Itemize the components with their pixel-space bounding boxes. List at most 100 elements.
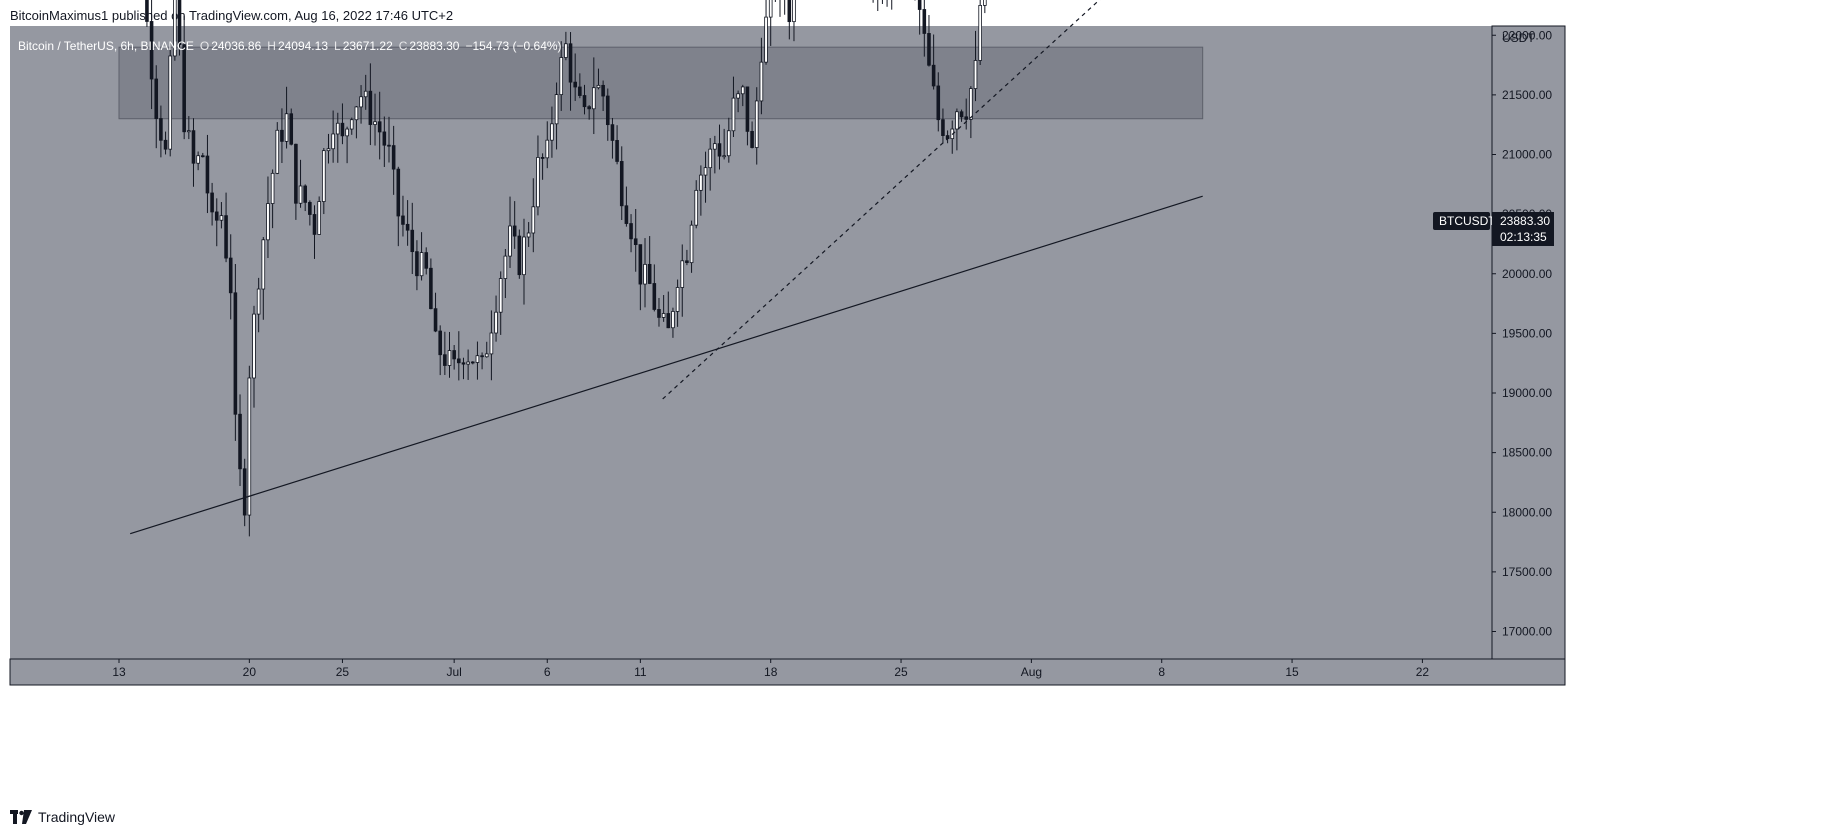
last-price-badge: [1492, 212, 1554, 246]
candle: [312, 205, 317, 259]
candle: [931, 34, 936, 90]
close-label: C: [398, 39, 408, 53]
candle: [298, 159, 303, 208]
y-tick-label: 17500.00: [1502, 565, 1552, 579]
candle: [689, 220, 694, 273]
y-tick-label: 22000.00: [1502, 28, 1552, 42]
candle: [191, 118, 196, 187]
support-resistance-zone-layer: [118, 46, 1204, 120]
candle: [512, 201, 517, 249]
candle: [345, 126, 349, 164]
x-tick-label: 20: [243, 665, 257, 679]
candle: [256, 277, 261, 333]
candle: [568, 32, 573, 111]
x-tick-label: 11: [634, 665, 647, 679]
candle: [774, 0, 776, 2]
candle: [685, 249, 689, 266]
candle: [936, 72, 941, 132]
x-tick-label: 22: [1416, 665, 1430, 679]
candle: [168, 42, 173, 157]
symbol-title[interactable]: Bitcoin / TetherUS, 6h, BINANCE: [18, 39, 194, 53]
open-label: O: [199, 39, 210, 53]
candle: [149, 0, 154, 110]
candle: [564, 31, 568, 61]
candle: [891, 0, 893, 10]
candle: [438, 325, 442, 376]
candle: [973, 30, 978, 102]
candle: [498, 271, 503, 335]
candle: [941, 108, 945, 144]
y-tick-label: 21500.00: [1502, 88, 1552, 102]
candle: [540, 153, 545, 180]
candle: [754, 87, 759, 165]
candle: [792, 0, 796, 42]
candle: [914, 0, 916, 1]
support-resistance-zone: [118, 46, 1204, 120]
candle: [159, 105, 163, 158]
candle: [280, 108, 284, 163]
candle: [489, 310, 494, 381]
candle: [779, 0, 781, 17]
candle: [266, 176, 270, 259]
candle: [708, 138, 712, 191]
y-tick-label: 21000.00: [1502, 148, 1552, 162]
candle: [657, 297, 661, 327]
candle: [652, 264, 657, 312]
candle: [303, 184, 307, 212]
candle: [955, 108, 959, 151]
candle: [410, 202, 415, 275]
low-value: 23671.22: [342, 39, 393, 53]
tradingview-brand[interactable]: TradingView: [10, 809, 115, 825]
candle: [643, 238, 647, 308]
candle: [680, 244, 685, 317]
candles-layer: [145, 0, 987, 537]
candle: [703, 151, 708, 203]
candle: [224, 192, 228, 263]
candle: [317, 196, 321, 235]
symbol-legend: Bitcoin / TetherUS, 6h, BINANCE O 24036.8…: [18, 39, 562, 53]
candle: [484, 341, 489, 358]
candle: [387, 116, 391, 163]
candle: [308, 200, 312, 226]
candle: [205, 134, 210, 214]
candle: [270, 169, 275, 229]
candle: [638, 244, 643, 311]
candle: [750, 121, 754, 149]
candle: [475, 341, 480, 380]
candle: [233, 264, 238, 441]
candle: [624, 186, 629, 227]
candle: [429, 258, 433, 310]
lower-channel-line[interactable]: [129, 195, 1203, 535]
candle: [452, 345, 456, 370]
candle: [582, 84, 587, 115]
candle: [210, 182, 214, 226]
candle: [610, 117, 615, 159]
candle: [661, 295, 666, 322]
candle: [536, 135, 540, 216]
candle: [466, 349, 470, 380]
x-tick-label: 13: [112, 665, 126, 679]
candle: [722, 128, 726, 160]
dashed-support-line[interactable]: [662, 0, 1348, 400]
candle: [349, 117, 354, 135]
candle: [447, 331, 452, 378]
candle: [228, 234, 233, 320]
y-tick-label: 18000.00: [1502, 505, 1552, 519]
y-tick-label: 18500.00: [1502, 446, 1552, 460]
candle: [694, 180, 699, 229]
candle: [917, 0, 922, 35]
low-label: L: [334, 39, 341, 53]
plot-area[interactable]: [10, 26, 1492, 659]
candle: [629, 214, 633, 253]
candle: [881, 0, 883, 4]
time-axis[interactable]: [9, 658, 1566, 686]
x-tick-label: 25: [336, 665, 350, 679]
candle: [759, 37, 764, 115]
candle: [784, 0, 786, 15]
candle: [433, 292, 438, 333]
candle: [187, 116, 191, 140]
candle: [294, 143, 298, 220]
price-axis[interactable]: [1491, 25, 1566, 660]
candle: [470, 361, 475, 365]
